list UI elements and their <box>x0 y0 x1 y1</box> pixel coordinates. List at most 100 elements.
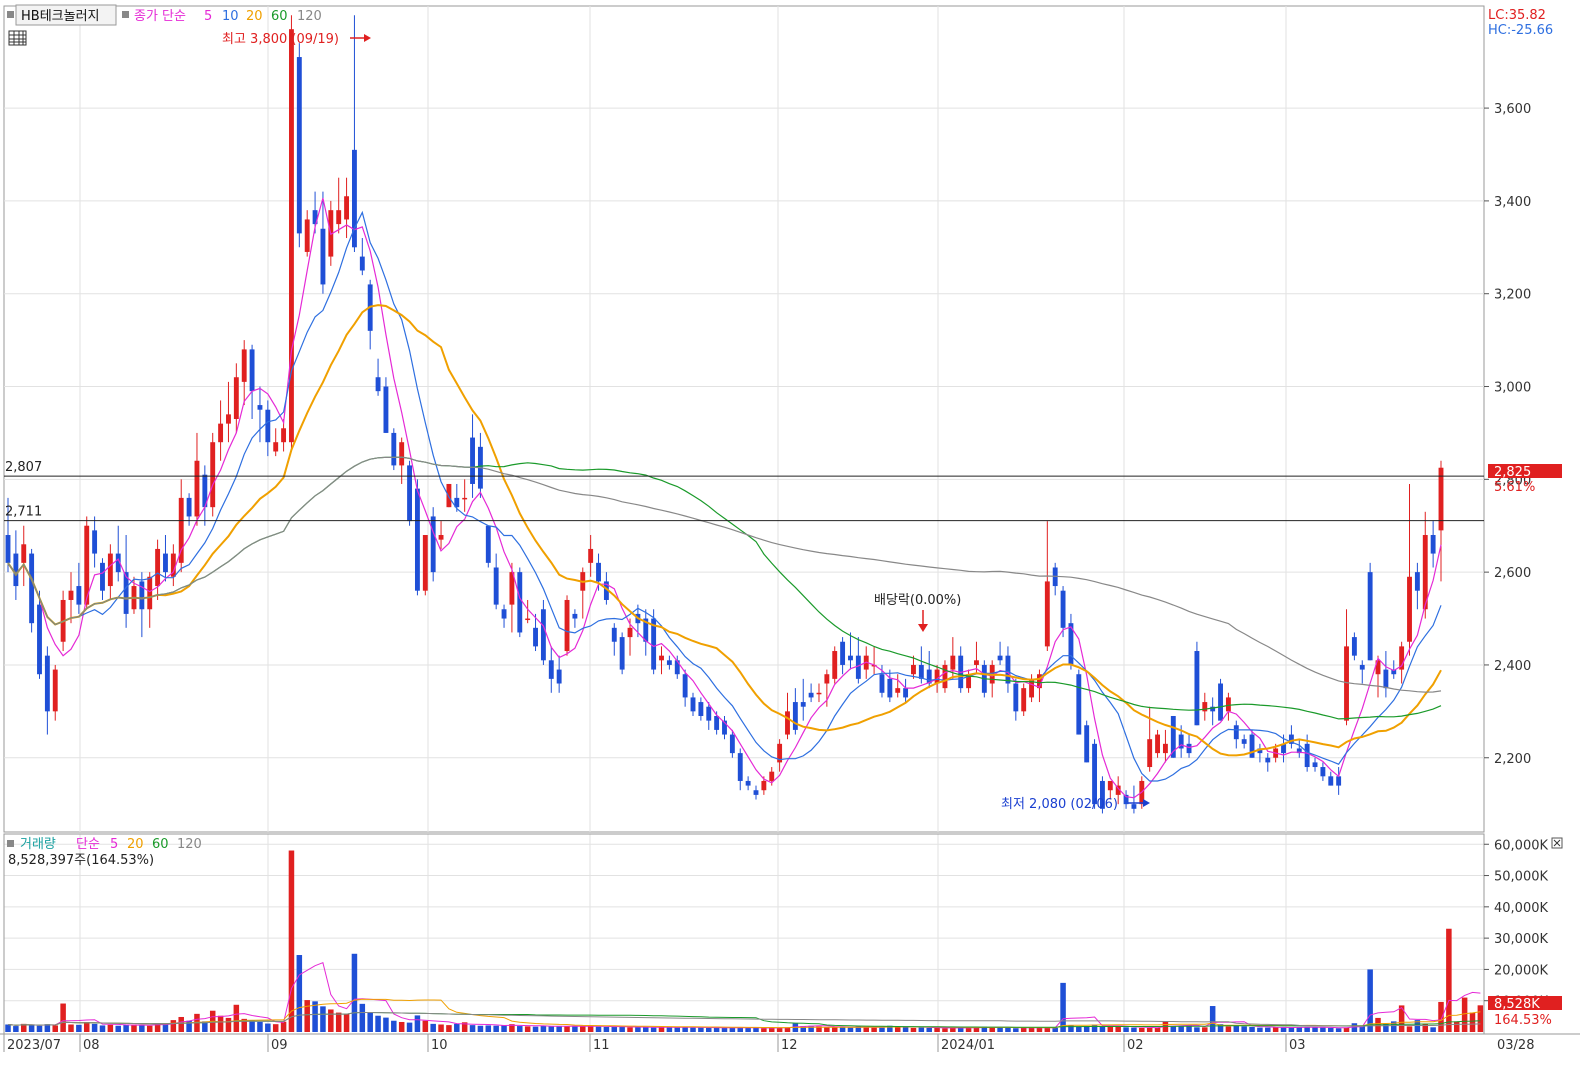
candle-body[interactable] <box>1194 651 1200 726</box>
volume-bar[interactable] <box>430 1023 436 1032</box>
volume-bar[interactable] <box>1233 1025 1240 1032</box>
volume-bar[interactable] <box>650 1027 657 1032</box>
volume-bar[interactable] <box>831 1027 838 1032</box>
volume-panel-close-icon[interactable] <box>1551 837 1563 849</box>
volume-bar[interactable] <box>296 955 303 1032</box>
candle-body[interactable] <box>194 460 200 517</box>
volume-bar[interactable] <box>729 1027 736 1032</box>
candle-body[interactable] <box>1414 572 1420 591</box>
volume-bar[interactable] <box>1013 1028 1019 1032</box>
candle-body[interactable] <box>745 780 751 786</box>
candle-body[interactable] <box>564 599 570 652</box>
candle-body[interactable] <box>249 349 255 392</box>
volume-bar[interactable] <box>1170 1026 1177 1032</box>
candle-body[interactable] <box>509 572 515 605</box>
volume-bar[interactable] <box>776 1027 783 1032</box>
candle-body[interactable] <box>540 609 546 661</box>
volume-bar[interactable] <box>1052 1027 1058 1032</box>
volume-bar[interactable] <box>761 1028 767 1032</box>
candle-body[interactable] <box>1304 743 1310 768</box>
volume-bar[interactable] <box>249 1020 255 1032</box>
candle-body[interactable] <box>1281 743 1286 754</box>
candle-body[interactable] <box>52 669 58 712</box>
volume-bar[interactable] <box>768 1027 775 1032</box>
candle-body[interactable] <box>1312 762 1318 768</box>
volume-bar[interactable] <box>682 1026 688 1032</box>
candle-body[interactable] <box>438 535 444 540</box>
volume-bar[interactable] <box>855 1026 862 1032</box>
candle-body[interactable] <box>824 674 830 684</box>
volume-bar[interactable] <box>540 1025 547 1032</box>
volume-bar[interactable] <box>572 1026 578 1032</box>
candle-body[interactable] <box>808 692 814 698</box>
volume-bar[interactable] <box>5 1024 11 1032</box>
volume-bar[interactable] <box>1272 1027 1279 1032</box>
candle-body[interactable] <box>572 613 578 619</box>
volume-bar[interactable] <box>1099 1026 1106 1032</box>
volume-bar[interactable] <box>186 1020 192 1032</box>
candle-body[interactable] <box>588 548 594 563</box>
candle-body[interactable] <box>1005 655 1011 684</box>
candle-body[interactable] <box>123 572 129 614</box>
volume-bar[interactable] <box>115 1025 121 1032</box>
candle-body[interactable] <box>1170 715 1176 758</box>
candle-body[interactable] <box>942 664 948 689</box>
candle-body[interactable] <box>454 497 460 508</box>
volume-bar[interactable] <box>469 1025 476 1032</box>
candle-body[interactable] <box>320 228 326 285</box>
volume-bar[interactable] <box>737 1027 744 1032</box>
candle-body[interactable] <box>163 553 168 573</box>
volume-bar[interactable] <box>1005 1027 1011 1032</box>
volume-bar[interactable] <box>1249 1026 1255 1032</box>
candle-body[interactable] <box>399 442 405 466</box>
volume-bar[interactable] <box>493 1025 499 1032</box>
volume-bar[interactable] <box>320 1006 326 1032</box>
volume-bar[interactable] <box>131 1024 137 1032</box>
candle-body[interactable] <box>722 720 727 735</box>
volume-bar[interactable] <box>1351 1023 1358 1032</box>
volume-bar[interactable] <box>1186 1025 1192 1032</box>
volume-bar[interactable] <box>839 1027 846 1032</box>
volume-bar[interactable] <box>359 1003 366 1032</box>
volume-bar[interactable] <box>28 1025 35 1032</box>
candle-body[interactable] <box>422 535 428 591</box>
candle-body[interactable] <box>855 655 861 679</box>
volume-bar[interactable] <box>391 1020 397 1032</box>
candle-body[interactable] <box>879 674 885 693</box>
volume-bar[interactable] <box>1391 1021 1397 1032</box>
volume-bar[interactable] <box>1123 1027 1129 1032</box>
candle-body[interactable] <box>68 590 74 600</box>
volume-bar[interactable] <box>1139 1027 1145 1032</box>
volume-bar[interactable] <box>595 1026 602 1032</box>
candle-body[interactable] <box>926 669 932 684</box>
volume-bar[interactable] <box>1383 1023 1389 1032</box>
volume-bar[interactable] <box>1178 1026 1184 1032</box>
candle-body[interactable] <box>92 530 98 554</box>
candle-body[interactable] <box>1162 743 1168 754</box>
candle-body[interactable] <box>627 627 633 638</box>
volume-bar[interactable] <box>556 1026 562 1032</box>
volume-bar[interactable] <box>170 1020 177 1032</box>
candle-body[interactable] <box>517 572 523 633</box>
volume-bar[interactable] <box>1209 1006 1216 1032</box>
volume-bar[interactable] <box>1020 1027 1027 1032</box>
volume-bar[interactable] <box>139 1025 145 1032</box>
candle-body[interactable] <box>155 548 161 587</box>
candle-body[interactable] <box>21 544 27 563</box>
candle-body[interactable] <box>430 516 436 573</box>
volume-bar[interactable] <box>517 1026 523 1032</box>
volume-bar[interactable] <box>1036 1027 1043 1032</box>
volume-bar[interactable] <box>265 1023 271 1032</box>
candle-body[interactable] <box>273 442 279 452</box>
volume-bar[interactable] <box>414 1015 421 1032</box>
candle-body[interactable] <box>651 618 657 670</box>
candle-body[interactable] <box>918 664 924 679</box>
volume-bar[interactable] <box>879 1027 885 1032</box>
volume-bar[interactable] <box>1068 1025 1074 1032</box>
candle-body[interactable] <box>383 386 389 433</box>
candle-body[interactable] <box>737 753 743 781</box>
candle-body[interactable] <box>674 660 680 675</box>
candle-body[interactable] <box>1407 576 1412 642</box>
volume-bar[interactable] <box>753 1027 759 1032</box>
candle-body[interactable] <box>903 688 909 698</box>
